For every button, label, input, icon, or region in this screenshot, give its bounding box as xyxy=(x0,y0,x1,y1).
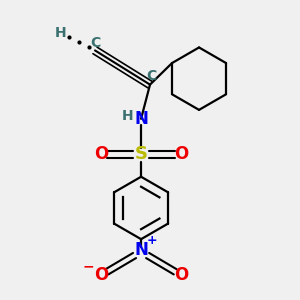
Text: C: C xyxy=(90,36,100,50)
Text: O: O xyxy=(94,146,108,164)
Text: O: O xyxy=(174,146,188,164)
Text: N: N xyxy=(134,241,148,259)
Text: C: C xyxy=(146,69,157,83)
Text: S: S xyxy=(135,146,148,164)
Text: O: O xyxy=(94,266,108,284)
Text: +: + xyxy=(147,234,158,247)
Text: O: O xyxy=(174,266,188,284)
Text: N: N xyxy=(134,110,148,128)
Text: −: − xyxy=(83,259,94,273)
Text: H: H xyxy=(55,26,67,40)
Text: H: H xyxy=(122,109,134,123)
